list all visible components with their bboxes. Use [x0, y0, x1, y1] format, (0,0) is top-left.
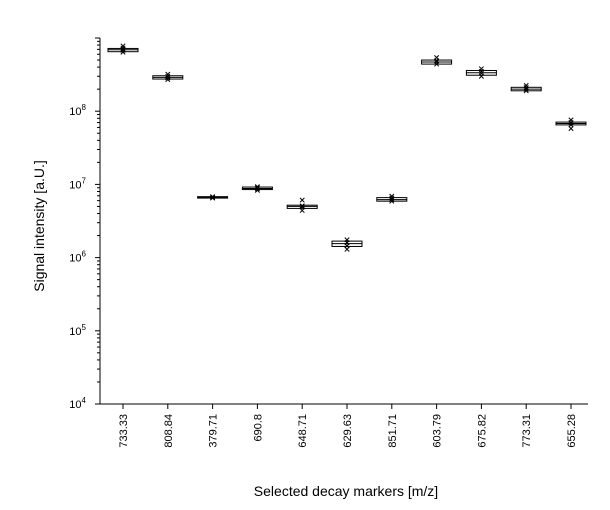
y-tick-label: 106	[69, 250, 86, 265]
x-tick-label: 655.28	[566, 414, 578, 448]
x-tick-label: 733.33	[118, 414, 130, 448]
data-point	[434, 59, 440, 65]
y-tick-label: 108	[69, 103, 86, 118]
data-point	[165, 71, 171, 77]
data-point	[165, 75, 171, 81]
data-point	[120, 43, 126, 49]
data-point	[434, 55, 440, 61]
boxes	[107, 47, 587, 247]
data-point	[523, 85, 529, 91]
data-point	[254, 184, 260, 190]
data-point	[299, 203, 305, 209]
y-tick-label: 104	[69, 396, 86, 411]
data-point	[389, 195, 395, 201]
y-tick-label: 107	[69, 176, 86, 191]
data-point	[210, 194, 216, 200]
data-point	[120, 45, 126, 51]
x-tick-label: 773.31	[521, 414, 533, 448]
x-tick-label: 379.71	[208, 414, 220, 448]
x-tick-label: 675.82	[476, 414, 488, 448]
data-point	[523, 82, 529, 88]
data-point	[210, 195, 216, 201]
x-axis-ticks: 733.33 808.84 379.71 690.8 648.71 629.63 851.7…	[118, 404, 578, 448]
data-points	[120, 43, 574, 252]
x-tick-label: 603.79	[432, 414, 444, 448]
data-point	[210, 194, 216, 200]
x-tick-label: 648.71	[297, 414, 309, 448]
data-point	[568, 117, 574, 123]
x-tick-label: 690.8	[252, 414, 264, 442]
x-tick-label: 808.84	[163, 414, 175, 448]
y-tick-label: 105	[69, 323, 86, 338]
x-tick-label: 629.63	[342, 414, 354, 448]
data-point	[478, 70, 484, 76]
data-point	[299, 197, 305, 203]
data-point	[523, 86, 529, 92]
data-point	[254, 186, 260, 192]
data-point	[299, 204, 305, 210]
data-point	[165, 73, 171, 79]
y-axis-ticks: 104 105 106 107 108	[69, 37, 100, 411]
x-tick-label: 851.71	[387, 414, 399, 448]
x-axis-title: Selected decay markers [m/z]	[254, 483, 438, 499]
data-point	[254, 185, 260, 191]
axes	[99, 38, 588, 405]
data-point	[478, 66, 484, 72]
y-axis-title: Signal intensity [a.U.]	[31, 160, 47, 292]
data-point	[344, 237, 350, 243]
data-point	[389, 193, 395, 199]
